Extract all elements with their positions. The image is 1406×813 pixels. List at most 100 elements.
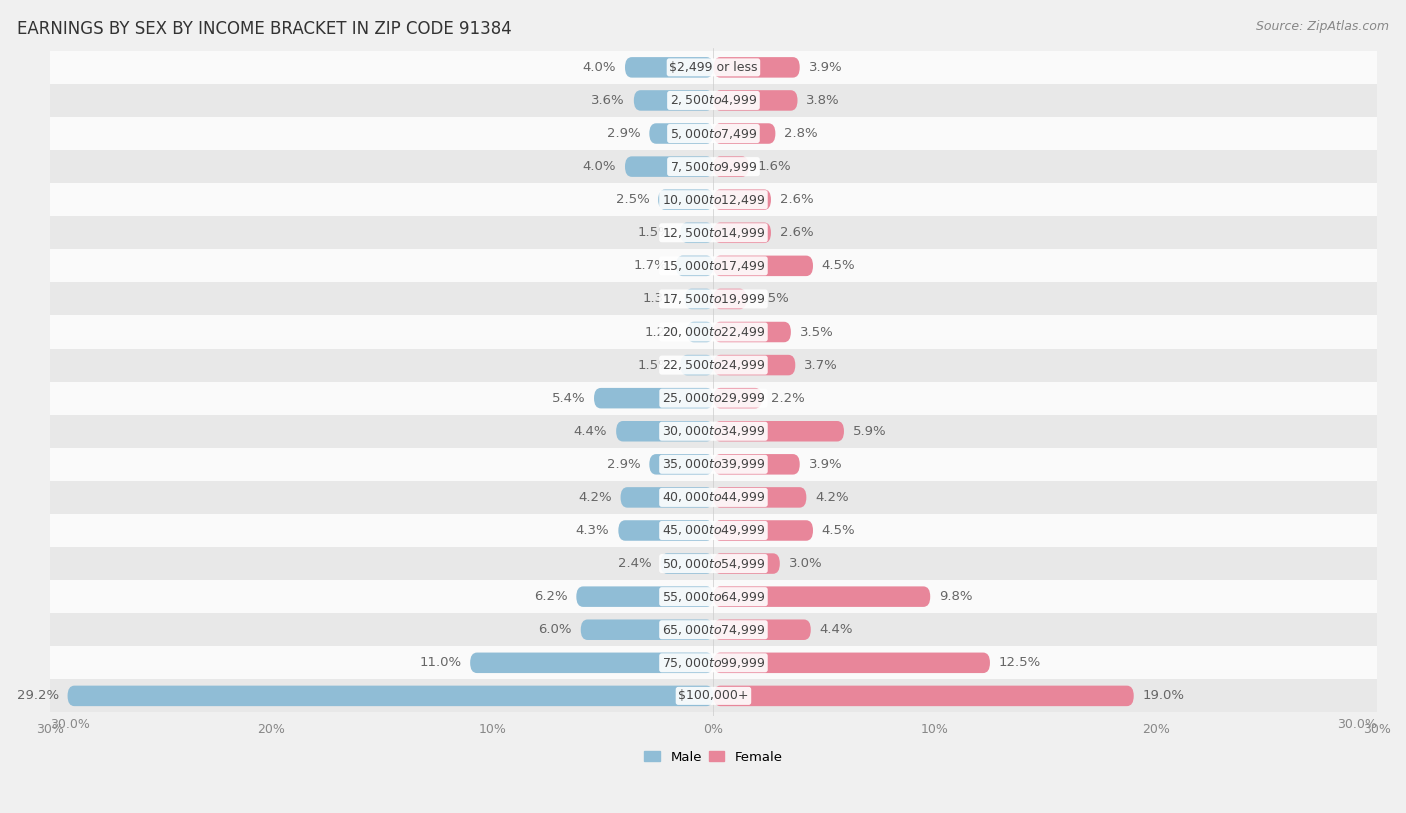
FancyBboxPatch shape: [581, 620, 713, 640]
FancyBboxPatch shape: [713, 255, 813, 276]
Text: 2.6%: 2.6%: [780, 193, 814, 207]
Text: EARNINGS BY SEX BY INCOME BRACKET IN ZIP CODE 91384: EARNINGS BY SEX BY INCOME BRACKET IN ZIP…: [17, 20, 512, 38]
Text: 11.0%: 11.0%: [419, 656, 461, 669]
FancyBboxPatch shape: [713, 388, 762, 408]
Bar: [49, 282, 1376, 315]
Text: 4.2%: 4.2%: [815, 491, 849, 504]
Text: 1.7%: 1.7%: [633, 259, 666, 272]
Bar: [49, 646, 1376, 680]
FancyBboxPatch shape: [713, 156, 749, 177]
Bar: [49, 448, 1376, 480]
Text: $2,500 to $4,999: $2,500 to $4,999: [669, 93, 758, 107]
Text: 6.2%: 6.2%: [534, 590, 568, 603]
Bar: [49, 613, 1376, 646]
FancyBboxPatch shape: [634, 90, 713, 111]
Text: $15,000 to $17,499: $15,000 to $17,499: [662, 259, 765, 273]
FancyBboxPatch shape: [713, 620, 811, 640]
FancyBboxPatch shape: [685, 289, 713, 309]
Text: 3.9%: 3.9%: [808, 458, 842, 471]
Text: 2.2%: 2.2%: [770, 392, 804, 405]
Bar: [49, 117, 1376, 150]
Text: $75,000 to $99,999: $75,000 to $99,999: [662, 656, 765, 670]
FancyBboxPatch shape: [713, 90, 797, 111]
FancyBboxPatch shape: [576, 586, 713, 606]
Text: 1.5%: 1.5%: [755, 293, 789, 306]
FancyBboxPatch shape: [713, 354, 796, 376]
Text: Source: ZipAtlas.com: Source: ZipAtlas.com: [1256, 20, 1389, 33]
Bar: [49, 315, 1376, 349]
Text: 3.7%: 3.7%: [804, 359, 838, 372]
Text: 2.6%: 2.6%: [780, 226, 814, 239]
Text: 3.0%: 3.0%: [789, 557, 823, 570]
Text: 5.9%: 5.9%: [853, 424, 886, 437]
Text: 4.4%: 4.4%: [574, 424, 607, 437]
FancyBboxPatch shape: [650, 454, 713, 475]
FancyBboxPatch shape: [616, 421, 713, 441]
FancyBboxPatch shape: [713, 454, 800, 475]
FancyBboxPatch shape: [619, 520, 713, 541]
Text: $65,000 to $74,999: $65,000 to $74,999: [662, 623, 765, 637]
Text: 3.5%: 3.5%: [800, 325, 834, 338]
Text: 9.8%: 9.8%: [939, 590, 973, 603]
Text: 1.3%: 1.3%: [643, 293, 676, 306]
Text: 2.5%: 2.5%: [616, 193, 650, 207]
Text: 4.0%: 4.0%: [582, 61, 616, 74]
FancyBboxPatch shape: [67, 685, 713, 706]
Text: 4.3%: 4.3%: [576, 524, 609, 537]
Bar: [49, 381, 1376, 415]
Bar: [49, 216, 1376, 250]
Text: $40,000 to $44,999: $40,000 to $44,999: [662, 490, 765, 504]
FancyBboxPatch shape: [681, 354, 713, 376]
Text: 4.0%: 4.0%: [582, 160, 616, 173]
FancyBboxPatch shape: [650, 124, 713, 144]
Bar: [49, 514, 1376, 547]
Text: $2,499 or less: $2,499 or less: [669, 61, 758, 74]
Text: $45,000 to $49,999: $45,000 to $49,999: [662, 524, 765, 537]
Text: $20,000 to $22,499: $20,000 to $22,499: [662, 325, 765, 339]
FancyBboxPatch shape: [713, 289, 747, 309]
FancyBboxPatch shape: [713, 189, 770, 210]
Bar: [49, 150, 1376, 183]
Bar: [49, 84, 1376, 117]
FancyBboxPatch shape: [713, 586, 931, 606]
FancyBboxPatch shape: [658, 189, 713, 210]
FancyBboxPatch shape: [626, 156, 713, 177]
FancyBboxPatch shape: [713, 124, 775, 144]
Text: $5,000 to $7,499: $5,000 to $7,499: [669, 127, 758, 141]
FancyBboxPatch shape: [713, 57, 800, 77]
FancyBboxPatch shape: [626, 57, 713, 77]
FancyBboxPatch shape: [713, 487, 807, 507]
Text: 12.5%: 12.5%: [998, 656, 1040, 669]
Text: 2.4%: 2.4%: [617, 557, 651, 570]
Text: 2.8%: 2.8%: [785, 127, 818, 140]
Text: 30.0%: 30.0%: [1337, 719, 1376, 732]
FancyBboxPatch shape: [681, 223, 713, 243]
Bar: [49, 580, 1376, 613]
Text: 2.9%: 2.9%: [607, 458, 641, 471]
Bar: [49, 51, 1376, 84]
Text: $100,000+: $100,000+: [678, 689, 749, 702]
FancyBboxPatch shape: [470, 653, 713, 673]
Text: 3.8%: 3.8%: [807, 94, 839, 107]
Text: 3.9%: 3.9%: [808, 61, 842, 74]
Text: 2.9%: 2.9%: [607, 127, 641, 140]
Text: $7,500 to $9,999: $7,500 to $9,999: [669, 159, 758, 174]
FancyBboxPatch shape: [713, 421, 844, 441]
Text: $22,500 to $24,999: $22,500 to $24,999: [662, 358, 765, 372]
Text: 1.5%: 1.5%: [638, 226, 672, 239]
FancyBboxPatch shape: [713, 685, 1133, 706]
FancyBboxPatch shape: [661, 554, 713, 574]
FancyBboxPatch shape: [593, 388, 713, 408]
Text: $50,000 to $54,999: $50,000 to $54,999: [662, 557, 765, 571]
Text: 3.6%: 3.6%: [592, 94, 626, 107]
FancyBboxPatch shape: [676, 255, 713, 276]
Bar: [49, 250, 1376, 282]
Text: 1.5%: 1.5%: [638, 359, 672, 372]
Legend: Male, Female: Male, Female: [638, 746, 789, 769]
Text: $30,000 to $34,999: $30,000 to $34,999: [662, 424, 765, 438]
FancyBboxPatch shape: [620, 487, 713, 507]
Text: 4.5%: 4.5%: [823, 524, 855, 537]
Text: 5.4%: 5.4%: [551, 392, 585, 405]
Text: 1.2%: 1.2%: [644, 325, 678, 338]
Text: 1.6%: 1.6%: [758, 160, 792, 173]
